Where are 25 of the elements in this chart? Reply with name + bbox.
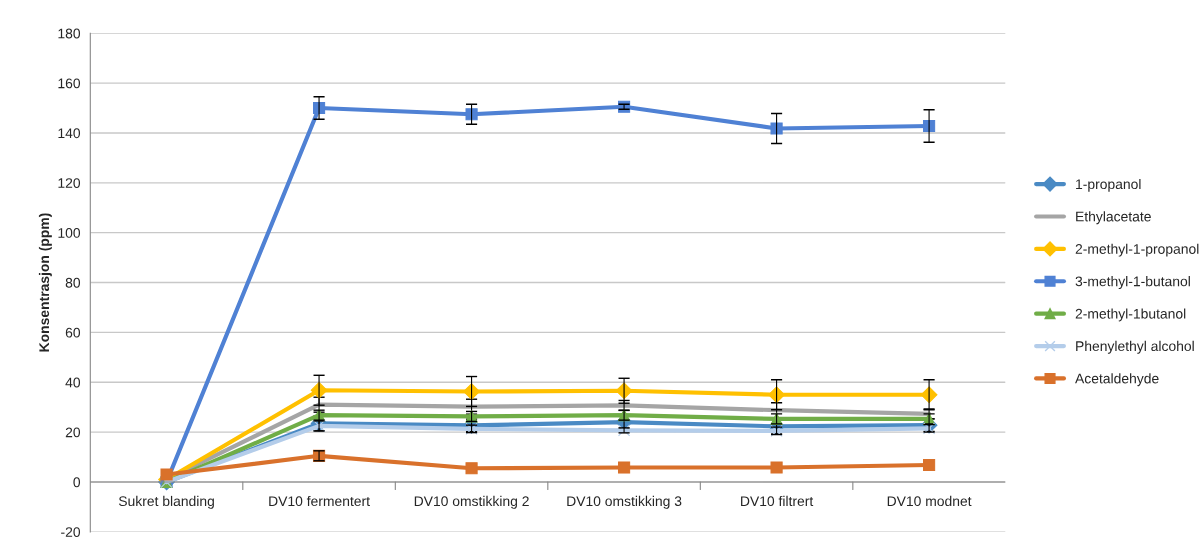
legend-label: Ethylacetate: [1076, 211, 1151, 225]
legend-label: 3-methyl-1-butanol: [1075, 276, 1190, 290]
y-tick-label: 80: [65, 277, 81, 288]
y-tick-label: 180: [58, 28, 81, 39]
legend-label: Phenylethyl alcohol: [1076, 340, 1194, 354]
legend-label: Acetaldehyde: [1075, 373, 1159, 387]
y-tick-label: 0: [73, 477, 81, 488]
y-tick-label: 40: [65, 377, 81, 388]
x-tick-label: DV10 filtrert: [741, 495, 814, 507]
y-tick-label: 160: [58, 78, 81, 89]
legend-label: 2-methyl-1-propanol: [1075, 243, 1199, 257]
y-tick-label: 60: [65, 327, 81, 338]
y-tick-label: 140: [58, 128, 81, 139]
y-axis-title: Konsentrasjon (ppm): [38, 213, 52, 352]
x-tick-label: DV10 omstikking 3: [567, 495, 682, 509]
x-tick-label: DV10 fermentert: [269, 495, 370, 507]
y-tick-label: 100: [58, 228, 81, 238]
legend-label: 2-methyl-1butanol: [1075, 308, 1186, 322]
y-tick-label: -20: [61, 527, 81, 538]
x-tick-label: Sukret blanding: [118, 495, 214, 509]
x-tick-label: DV10 modnet: [887, 495, 972, 507]
y-tick-label: 20: [65, 427, 81, 438]
x-tick-label: DV10 omstikking 2: [414, 495, 529, 509]
legend-label: 1-propanol: [1076, 178, 1141, 192]
y-tick-label: 120: [58, 178, 81, 188]
